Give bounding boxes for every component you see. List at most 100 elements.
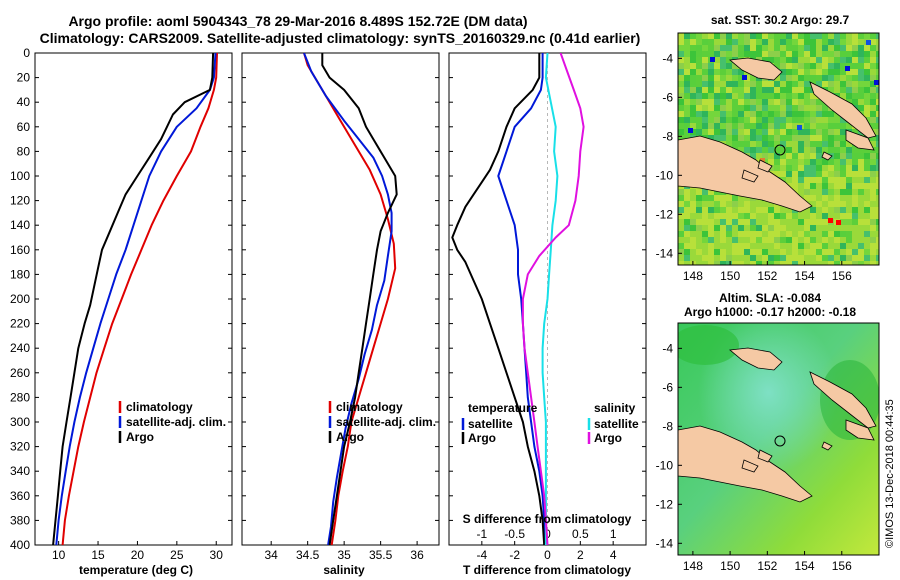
sst-cell — [876, 63, 879, 69]
sst-cell — [876, 33, 879, 39]
sst-cell — [768, 81, 774, 87]
sst-cell — [810, 51, 816, 57]
sst-cell — [780, 87, 786, 93]
sst-cell — [774, 45, 780, 51]
sst-cell — [876, 147, 879, 153]
depth-tick-label: 300 — [10, 415, 30, 429]
sst-cell — [684, 69, 690, 75]
sst-cell — [864, 219, 870, 225]
sst-cell — [756, 147, 762, 153]
depth-tick-label: 320 — [10, 440, 30, 454]
sst-cell — [786, 75, 792, 81]
sst-cell — [684, 63, 690, 69]
sst-cell — [684, 213, 690, 219]
sst-cell — [834, 39, 840, 45]
sst-cell — [804, 141, 810, 147]
sst-cell — [834, 147, 840, 153]
sst-cell — [834, 255, 840, 261]
sst-cell — [816, 165, 822, 171]
sst-cell — [780, 81, 786, 87]
sst-outlier-cell — [760, 158, 765, 163]
sst-cell — [702, 237, 708, 243]
land-polygon — [757, 449, 773, 463]
x-tick-label: 36 — [410, 548, 424, 562]
sst-cell — [684, 219, 690, 225]
sst-cell — [810, 75, 816, 81]
sst-cell — [828, 165, 834, 171]
sst-cell — [756, 141, 762, 147]
sst-cell — [840, 63, 846, 69]
sst-cell — [852, 213, 858, 219]
sst-cell — [762, 153, 768, 159]
sst-cell — [762, 147, 768, 153]
sst-cell — [714, 249, 720, 255]
sst-cell — [798, 75, 804, 81]
sst-cell — [816, 195, 822, 201]
sst-cell — [852, 189, 858, 195]
sst-cell — [696, 105, 702, 111]
sst-cell — [726, 261, 732, 265]
sst-cell — [696, 111, 702, 117]
sst-cell — [858, 249, 864, 255]
sst-cell — [852, 225, 858, 231]
sst-cell — [726, 237, 732, 243]
sst-cell — [738, 45, 744, 51]
x2-tick-label: 1 — [610, 527, 617, 541]
sst-cell — [780, 231, 786, 237]
sst-cell — [768, 153, 774, 159]
sst-cell — [822, 105, 828, 111]
sst-cell — [702, 213, 708, 219]
sst-cell — [852, 159, 858, 165]
sst-cell — [720, 81, 726, 87]
sst-cell — [690, 33, 696, 39]
sst-cell — [768, 51, 774, 57]
sst-cell — [858, 159, 864, 165]
sst-cell — [786, 99, 792, 105]
sst-cell — [858, 195, 864, 201]
map-y-tick-label: -8 — [662, 419, 673, 433]
sst-cell — [810, 129, 816, 135]
sst-cell — [702, 63, 708, 69]
x-axis-ticks: 10 15 20 25 30 34 34.5 35 35.5 36 -4 -2 0 2 4-1 -0.5 0 0.… — [52, 527, 617, 562]
sst-cell — [756, 45, 762, 51]
sst-cell — [678, 33, 684, 39]
sst-cell — [810, 159, 816, 165]
sst-cell — [756, 117, 762, 123]
map-y-tick-label: -4 — [662, 341, 673, 355]
sst-cell — [792, 33, 798, 39]
sst-cell — [678, 225, 684, 231]
sst-cell — [792, 69, 798, 75]
sst-cell — [810, 183, 816, 189]
sst-cell — [750, 39, 756, 45]
sst-cell — [714, 123, 720, 129]
sst-cell — [840, 51, 846, 57]
sst-cell — [834, 231, 840, 237]
depth-tick-label: 0 — [23, 46, 30, 60]
sst-cell — [738, 99, 744, 105]
sst-cell — [870, 93, 876, 99]
sst-cell — [726, 117, 732, 123]
sst-cell — [708, 33, 714, 39]
sst-cell — [846, 183, 852, 189]
sst-cell — [678, 117, 684, 123]
sst-cell — [774, 33, 780, 39]
sla-map-axes: 148 150 152 154 156 -4 -6 -8 -10 -12 -14 — [656, 341, 852, 573]
sst-cell — [858, 177, 864, 183]
sst-cell — [870, 159, 876, 165]
sst-cell — [828, 57, 834, 63]
sst-cell — [780, 135, 786, 141]
sst-cell — [678, 231, 684, 237]
sst-cell — [678, 105, 684, 111]
sst-cell — [786, 69, 792, 75]
sst-cell — [780, 75, 786, 81]
sst-cell — [828, 45, 834, 51]
sst-cell — [798, 135, 804, 141]
sst-cell — [702, 69, 708, 75]
sst-cell — [810, 213, 816, 219]
x2-tick-label: -1 — [476, 527, 487, 541]
sst-cell — [816, 183, 822, 189]
sst-cell — [840, 213, 846, 219]
sst-cell — [834, 249, 840, 255]
sst-cell — [852, 147, 858, 153]
sst-cell — [774, 117, 780, 123]
